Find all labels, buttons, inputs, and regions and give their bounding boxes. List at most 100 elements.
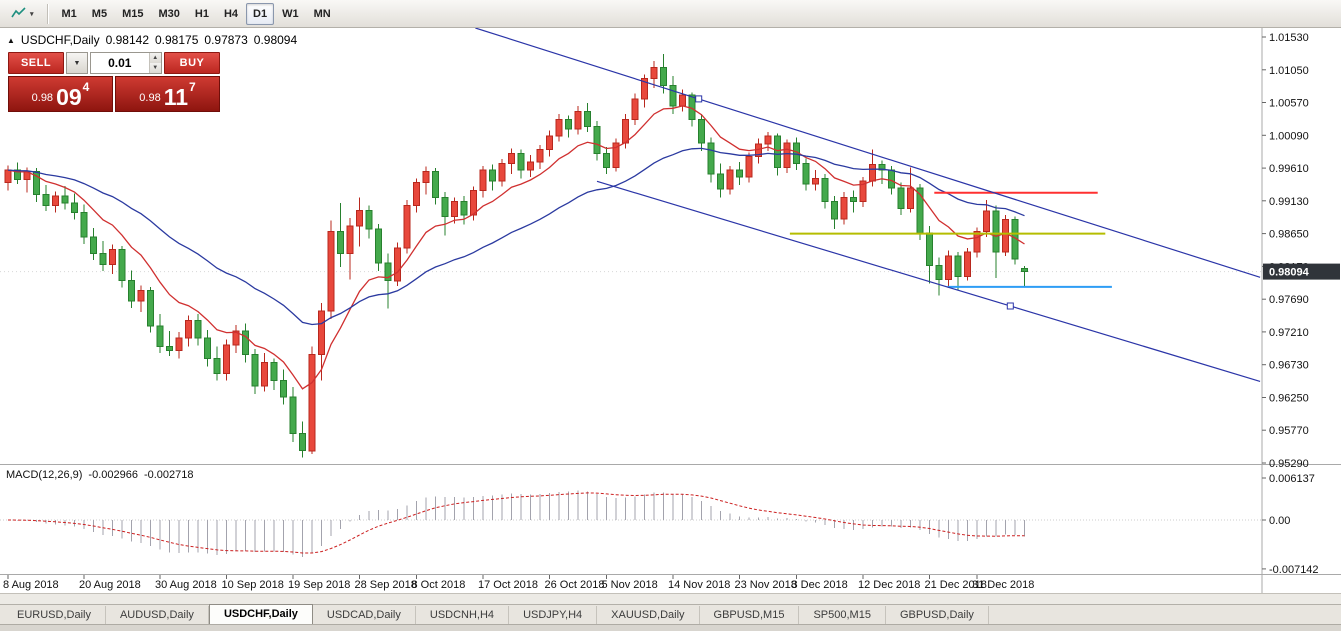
current-price-badge: 0.98094 <box>1263 263 1340 280</box>
svg-text:10 Sep 2018: 10 Sep 2018 <box>222 579 284 591</box>
svg-text:0.95770: 0.95770 <box>1269 425 1309 437</box>
pane-borders <box>0 28 1341 593</box>
timeframe-button-m30[interactable]: M30 <box>151 3 186 25</box>
time-axis[interactable]: 8 Aug 2018 20 Aug 2018 30 Aug 2018 10 Sep 2… <box>3 575 1034 591</box>
svg-text:0.97690: 0.97690 <box>1269 294 1309 306</box>
chart-scroll-strip <box>0 593 1341 605</box>
timeframe-button-h4[interactable]: H4 <box>217 3 245 25</box>
svg-text:0.97210: 0.97210 <box>1269 327 1309 339</box>
svg-text:-0.007142: -0.007142 <box>1269 564 1319 576</box>
svg-text:14 Nov 2018: 14 Nov 2018 <box>668 579 730 591</box>
svg-text:20 Aug 2018: 20 Aug 2018 <box>79 579 141 591</box>
svg-text:26 Oct 2018: 26 Oct 2018 <box>545 579 605 591</box>
tab-gbpusd-daily[interactable]: GBPUSD,Daily <box>886 606 989 624</box>
dropdown-caret-icon: ▾ <box>30 10 34 18</box>
tab-gbpusd-m15[interactable]: GBPUSD,M15 <box>700 606 800 624</box>
horizontal-support-resistance-lines[interactable] <box>789 191 1112 288</box>
dropdown-caret-icon: ▼ <box>73 59 81 67</box>
timeframe-button-m15[interactable]: M15 <box>115 3 150 25</box>
timeframe-button-h1[interactable]: H1 <box>188 3 216 25</box>
svg-text:12 Dec 2018: 12 Dec 2018 <box>858 579 920 591</box>
svg-text:3 Dec 2018: 3 Dec 2018 <box>792 579 848 591</box>
ohlc-low: 0.97873 <box>204 33 248 47</box>
volume-dropdown-button[interactable]: ▼ <box>66 52 88 74</box>
svg-text:0.00: 0.00 <box>1269 515 1290 527</box>
ohlc-open: 0.98142 <box>105 33 149 47</box>
svg-text:30 Aug 2018: 30 Aug 2018 <box>155 579 217 591</box>
ma-fast-line <box>7 105 1025 390</box>
tab-usdjpy-h4[interactable]: USDJPY,H4 <box>509 606 598 624</box>
buy-price-big-digits: 11 <box>163 84 189 110</box>
macd-signal-value: -0.002718 <box>143 469 194 481</box>
svg-text:0.99610: 0.99610 <box>1269 163 1309 175</box>
macd-histogram <box>17 490 1025 558</box>
volume-input-box: ▲ ▼ <box>90 52 162 74</box>
chart-ohlc-line: ▲ USDCHF,Daily 0.98142 0.98175 0.97873 0… <box>7 33 297 47</box>
toolbar: ▾ M1 M5 M15 M30 H1 H4 D1 W1 MN <box>0 0 1341 28</box>
volume-spinner: ▲ ▼ <box>148 53 161 73</box>
tab-audusd-daily[interactable]: AUDUSD,Daily <box>106 606 209 624</box>
tab-eurusd-daily[interactable]: EURUSD,Daily <box>3 606 106 624</box>
svg-text:0.98094: 0.98094 <box>1269 267 1310 279</box>
candlestick-series <box>4 54 1028 458</box>
svg-text:1.00570: 1.00570 <box>1269 98 1309 110</box>
trade-panel-collapse-icon[interactable]: ▲ <box>7 35 15 45</box>
svg-text:8 Oct 2018: 8 Oct 2018 <box>412 579 466 591</box>
svg-text:1.00090: 1.00090 <box>1269 130 1309 142</box>
svg-text:1.01050: 1.01050 <box>1269 65 1309 77</box>
volume-input[interactable] <box>91 53 149 73</box>
svg-text:21 Dec 2018: 21 Dec 2018 <box>925 579 987 591</box>
tab-xauusd-daily[interactable]: XAUUSD,Daily <box>597 606 700 624</box>
volume-increase-button[interactable]: ▲ <box>149 53 161 63</box>
svg-text:0.98650: 0.98650 <box>1269 229 1309 241</box>
svg-text:0.006137: 0.006137 <box>1269 473 1315 485</box>
trend-channel-lines[interactable] <box>475 28 1261 382</box>
tab-sp500-m15[interactable]: SP500,M15 <box>799 606 886 624</box>
volume-decrease-button[interactable]: ▼ <box>149 63 161 73</box>
tab-usdchf-daily[interactable]: USDCHF,Daily <box>208 604 313 624</box>
ohlc-high: 0.98175 <box>155 33 199 47</box>
timeframe-button-m1[interactable]: M1 <box>55 3 84 25</box>
macd-indicator-label: MACD(12,26,9) -0.002966 -0.002718 <box>6 469 194 481</box>
price-chart: 1.01530 1.01050 1.00570 1.00090 0.99610 0.991… <box>0 28 1341 593</box>
ohlc-close: 0.98094 <box>253 33 298 47</box>
buy-price-prefix: 0.98 <box>139 92 161 104</box>
sell-price-pip-digit: 4 <box>82 80 90 94</box>
price-axis[interactable]: 1.01530 1.01050 1.00570 1.00090 0.99610 0.991… <box>1262 32 1319 576</box>
svg-text:1.01530: 1.01530 <box>1269 32 1309 44</box>
svg-text:0.99130: 0.99130 <box>1269 196 1309 208</box>
buy-price-pip-digit: 7 <box>189 80 196 94</box>
sell-price-big-digits: 09 <box>56 84 82 110</box>
ma-slow-line <box>7 147 1025 326</box>
timeframe-button-mn[interactable]: MN <box>307 3 338 25</box>
svg-text:5 Nov 2018: 5 Nov 2018 <box>602 579 658 591</box>
sell-price-display[interactable]: 0.98 09 4 <box>8 76 113 112</box>
sell-price-prefix: 0.98 <box>31 92 54 104</box>
chart-tab-bar: EURUSD,Daily AUDUSD,Daily USDCHF,Daily USDC… <box>0 604 1341 624</box>
macd-indicator-pane <box>0 490 1262 558</box>
timeframe-toolbar: M1 M5 M15 M30 H1 H4 D1 W1 MN <box>55 2 338 25</box>
trendline-handle <box>1006 302 1014 310</box>
trendline-handle <box>695 95 703 103</box>
toolbar-separator <box>46 3 49 24</box>
tab-usdcnh-h4[interactable]: USDCNH,H4 <box>416 606 510 624</box>
svg-text:8 Aug 2018: 8 Aug 2018 <box>3 579 59 591</box>
macd-signal-line <box>7 492 1025 554</box>
macd-name: MACD(12,26,9) <box>6 469 83 481</box>
macd-main-value: -0.002966 <box>88 469 138 481</box>
timeframe-button-d1[interactable]: D1 <box>246 2 275 25</box>
chart-objects-dropdown-button[interactable]: ▾ <box>4 3 41 25</box>
svg-text:28 Sep 2018: 28 Sep 2018 <box>355 579 417 591</box>
timeframe-button-m5[interactable]: M5 <box>85 3 114 25</box>
timeframe-button-w1[interactable]: W1 <box>275 3 306 25</box>
chart-symbol-period: USDCHF,Daily <box>20 33 100 47</box>
sell-button[interactable]: SELL <box>8 52 64 74</box>
svg-text:0.96730: 0.96730 <box>1269 360 1309 372</box>
svg-text:23 Nov 2018: 23 Nov 2018 <box>735 579 797 591</box>
tab-usdcad-daily[interactable]: USDCAD,Daily <box>313 606 416 624</box>
chart-window: 1.01530 1.01050 1.00570 1.00090 0.99610 0.991… <box>0 28 1341 593</box>
svg-text:0.95290: 0.95290 <box>1269 458 1309 470</box>
buy-price-display[interactable]: 0.98 11 7 <box>115 76 220 112</box>
buy-button[interactable]: BUY <box>164 52 220 74</box>
